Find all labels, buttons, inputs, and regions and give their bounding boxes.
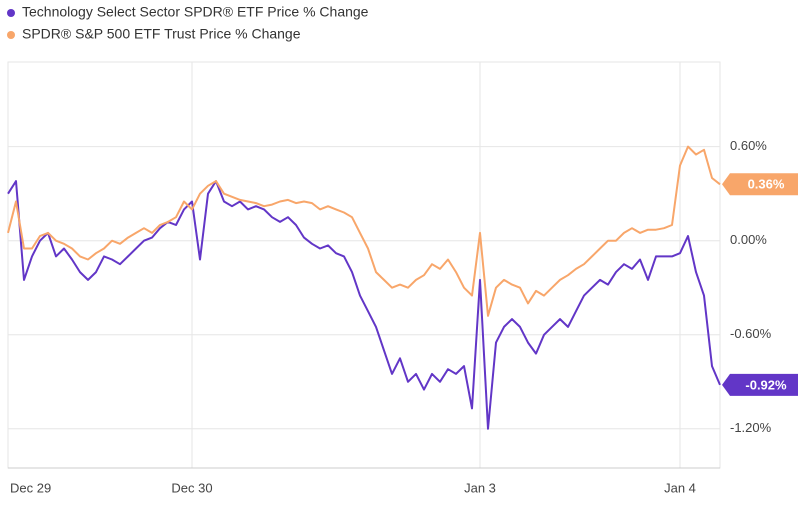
x-tick-label: Jan 4 bbox=[664, 480, 696, 495]
value-badge bbox=[722, 373, 798, 396]
legend-marker bbox=[7, 9, 15, 17]
y-tick-label: -1.20% bbox=[730, 420, 772, 435]
y-tick-label: 0.00% bbox=[730, 232, 767, 247]
series-line bbox=[7, 145, 721, 317]
legend: Technology Select Sector SPDR® ETF Price… bbox=[7, 4, 369, 42]
value-label: 0.36% bbox=[748, 177, 785, 192]
x-tick-label: Dec 30 bbox=[171, 480, 212, 495]
x-tick-label: Jan 3 bbox=[464, 480, 496, 495]
y-tick-label: -0.60% bbox=[730, 326, 772, 341]
legend-marker bbox=[7, 31, 15, 39]
x-tick-label: Dec 29 bbox=[10, 480, 51, 495]
value-label: -0.92% bbox=[745, 377, 787, 392]
y-tick-label: 0.60% bbox=[730, 138, 767, 153]
legend-label: Technology Select Sector SPDR® ETF Price… bbox=[22, 4, 369, 20]
legend-label: SPDR® S&P 500 ETF Trust Price % Change bbox=[22, 26, 301, 42]
value-badge bbox=[722, 173, 798, 196]
plot-area bbox=[7, 61, 721, 469]
series-line bbox=[7, 180, 721, 430]
